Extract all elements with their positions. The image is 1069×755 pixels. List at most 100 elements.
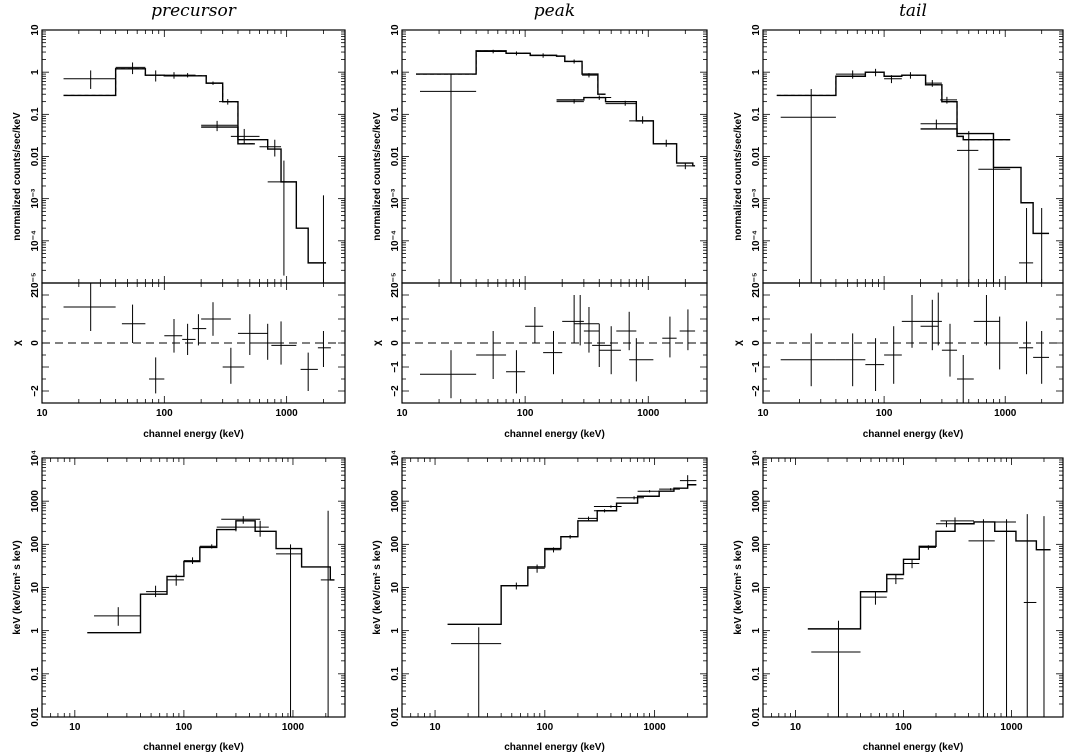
model-dotted-line <box>63 68 255 145</box>
model-step-line <box>807 521 1051 630</box>
counts-plot-frame <box>41 29 346 284</box>
y-tick-label: 1 <box>390 627 401 633</box>
y-tick-label: 0 <box>30 340 41 346</box>
y-tick-label: 10⁻⁴ <box>30 230 41 251</box>
x-tick-label: 10 <box>429 722 441 733</box>
y-tick-label: 0 <box>751 340 762 346</box>
x-tick-label: 100 <box>536 722 553 733</box>
residual-plot: 10 100 1000 −2 −1 0 1 2 χ channel energy (keV) <box>733 282 1064 440</box>
residual-plot: 10 100 1000 −2 −1 0 1 2 χ channel energy (keV) <box>372 282 708 440</box>
energy-spectrum-plot: 10 100 1000 0.01 0.1 1 10 100 1000 10⁴ keV (keV/cm… <box>733 450 1064 753</box>
y-tick-label: 0.01 <box>30 707 41 727</box>
x-tick-label: 100 <box>517 408 534 419</box>
model-step-line <box>447 484 697 626</box>
y-tick-label: 1 <box>751 69 762 75</box>
energy-plot-frame <box>762 457 1064 718</box>
y-tick-label: 1000 <box>751 490 762 513</box>
energy-ylabel: keV (keV/cm² s keV) <box>733 540 744 635</box>
y-tick-label: −2 <box>390 385 401 397</box>
x-tick-label: 1000 <box>282 722 305 733</box>
energy-xlabel: channel energy (keV) <box>143 742 244 753</box>
y-tick-label: 0.1 <box>751 107 762 121</box>
y-tick-label: 10 <box>30 24 41 36</box>
y-tick-label: 10⁻⁵ <box>30 272 41 293</box>
y-tick-label: 10 <box>30 582 41 594</box>
counts-ylabel: normalized counts/sec/keV <box>372 112 383 241</box>
y-tick-label: −1 <box>390 361 401 373</box>
residual-xlabel: channel energy (keV) <box>143 429 244 440</box>
energy-plot-frame <box>41 457 346 718</box>
model-step-line <box>920 128 1050 235</box>
counts-ylabel: normalized counts/sec/keV <box>12 112 23 241</box>
y-tick-label: 2 <box>30 292 41 298</box>
x-tick-label: 100 <box>895 722 912 733</box>
y-tick-label: 0.01 <box>390 146 401 166</box>
y-tick-label: 0.1 <box>390 107 401 121</box>
y-tick-label: −2 <box>751 385 762 397</box>
x-tick-label: 10 <box>396 408 408 419</box>
energy-xlabel: channel energy (keV) <box>504 742 605 753</box>
y-tick-label: 1000 <box>30 490 41 513</box>
y-tick-label: 10⁻⁵ <box>390 272 401 293</box>
y-tick-label: 0.1 <box>30 107 41 121</box>
y-tick-label: 100 <box>390 536 401 553</box>
x-tick-label: 1000 <box>276 408 299 419</box>
y-tick-label: 100 <box>30 536 41 553</box>
model-step-line <box>556 96 696 167</box>
y-tick-label: 1000 <box>390 490 401 513</box>
panel-title: peak <box>534 1 575 21</box>
x-tick-label: 10 <box>69 722 81 733</box>
panel-precursor: precursor10⁻⁵10⁻⁴10⁻³0.010.1110normalize… <box>12 1 346 753</box>
energy-ylabel: keV (keV/cm² s keV) <box>12 540 23 635</box>
energy-spectrum-plot: 10 100 1000 0.01 0.1 1 10 100 1000 10⁴ keV (keV/cm… <box>372 450 708 753</box>
y-tick-label: 2 <box>751 292 762 298</box>
counts-spectrum-plot: 10⁻⁵ 10⁻⁴ 10⁻³ 0.01 0.1 1 10 normalized counts/… <box>12 24 346 294</box>
y-tick-label: 1 <box>30 627 41 633</box>
y-tick-label: 1 <box>30 69 41 75</box>
x-tick-label: 1000 <box>637 408 660 419</box>
x-tick-label: 10 <box>757 408 769 419</box>
residual-ylabel: χ <box>12 340 23 346</box>
y-tick-label: 1 <box>751 316 762 322</box>
residual-xlabel: channel energy (keV) <box>863 429 964 440</box>
y-tick-label: 10⁻³ <box>751 188 762 208</box>
model-step-line <box>87 520 335 634</box>
y-tick-label: 0.01 <box>390 707 401 727</box>
energy-plot-frame <box>401 457 708 718</box>
counts-plot-frame <box>762 29 1064 284</box>
x-tick-label: 100 <box>176 722 193 733</box>
y-tick-label: 10⁻³ <box>30 188 41 208</box>
y-tick-label: 0.01 <box>30 146 41 166</box>
y-tick-label: 10 <box>751 582 762 594</box>
x-tick-label: 1000 <box>643 722 666 733</box>
y-tick-label: 0.1 <box>390 666 401 680</box>
model-step-line <box>776 71 1011 141</box>
model-step-line <box>416 50 606 95</box>
residual-plot: 10 100 1000 −2 0 2 χ channel energy (keV) <box>12 282 346 440</box>
counts-ylabel: normalized counts/sec/keV <box>733 112 744 241</box>
residual-ylabel: χ <box>733 340 744 346</box>
energy-ylabel: keV (keV/cm² s keV) <box>372 540 383 635</box>
x-tick-label: 100 <box>876 408 893 419</box>
y-tick-label: −2 <box>30 385 41 397</box>
y-tick-label: 10 <box>390 582 401 594</box>
y-tick-label: 10⁴ <box>751 450 762 466</box>
residual-xlabel: channel energy (keV) <box>504 429 605 440</box>
y-tick-label: 10⁻⁴ <box>751 230 762 251</box>
y-tick-label: 10⁻⁵ <box>751 272 762 293</box>
y-tick-label: 0 <box>390 340 401 346</box>
model-dotted-line <box>776 71 1011 141</box>
y-tick-label: 1 <box>390 69 401 75</box>
y-tick-label: 2 <box>390 292 401 298</box>
energy-xlabel: channel energy (keV) <box>863 742 964 753</box>
y-tick-label: 0.01 <box>751 146 762 166</box>
y-tick-label: 10 <box>751 24 762 36</box>
model-step-line <box>63 68 255 145</box>
y-tick-label: 100 <box>751 536 762 553</box>
y-tick-label: 10⁻³ <box>390 188 401 208</box>
x-tick-label: 10 <box>790 722 802 733</box>
energy-spectrum-plot: 10 100 1000 0.01 0.1 1 10 100 1000 10⁴ keV (keV/cm… <box>12 450 346 753</box>
